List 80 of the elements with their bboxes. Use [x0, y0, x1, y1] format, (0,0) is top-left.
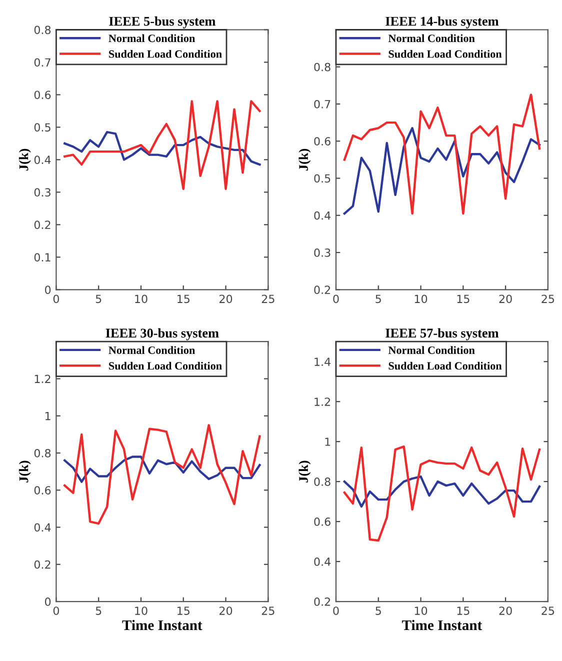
- chart-title: IEEE 14-bus system: [386, 16, 499, 28]
- y-tick-label: 0.3: [314, 248, 330, 257]
- legend-label: Sudden Load Condition: [109, 362, 222, 370]
- legend-label: Normal Condition: [388, 34, 475, 42]
- x-tick-label: 0: [53, 294, 59, 304]
- y-tick-label: 0.4: [314, 558, 331, 566]
- chart-title: IEEE 5-bus system: [109, 16, 216, 28]
- x-axis-title: Time Instant: [402, 620, 482, 630]
- legend-label: Sudden Load Condition: [109, 50, 222, 58]
- y-tick-label: 1.2: [34, 374, 50, 383]
- x-tick-label: 15: [457, 294, 470, 304]
- y-tick-label: 0.5: [34, 123, 50, 132]
- line-series: [343, 445, 541, 542]
- y-tick-label: 0.2: [314, 597, 330, 606]
- chart-title: IEEE 30-bus system: [106, 328, 219, 340]
- x-tick-label: 10: [135, 294, 148, 304]
- legend-label: Sudden Load Condition: [388, 50, 502, 58]
- y-tick-label: 1.4: [314, 358, 331, 366]
- legend-label: Normal Condition: [108, 34, 195, 42]
- x-tick-label: 25: [262, 294, 274, 304]
- x-tick-label: 5: [96, 294, 102, 304]
- line-series: [343, 94, 541, 215]
- line-series: [343, 127, 541, 215]
- x-tick-label: 5: [376, 606, 381, 615]
- y-axis-title: J(k): [18, 460, 31, 482]
- x-tick-label: 20: [499, 606, 512, 615]
- y-tick-label: 0.7: [34, 58, 50, 67]
- x-tick-label: 20: [220, 294, 232, 304]
- legend-label: Sudden Load Condition: [388, 362, 502, 370]
- y-tick-label: 0.8: [314, 62, 330, 72]
- x-tick-label: 5: [96, 606, 102, 615]
- x-tick-label: 15: [457, 606, 470, 615]
- x-tick-label: 25: [542, 294, 554, 304]
- y-tick-label: 0.6: [34, 90, 51, 100]
- y-tick-label: 0.3: [34, 188, 50, 197]
- y-axis-title: J(k): [298, 460, 311, 482]
- y-tick-label: 0.4: [314, 211, 331, 220]
- y-tick-label: 0.4: [34, 523, 51, 532]
- line-series: [64, 100, 261, 190]
- y-tick-label: 0.2: [34, 560, 50, 569]
- y-tick-label: 0.8: [34, 26, 51, 34]
- x-tick-label: 10: [135, 606, 148, 615]
- line-series: [64, 424, 261, 525]
- legend-label: Normal Condition: [388, 346, 475, 354]
- chart-title: IEEE 57-bus system: [386, 328, 499, 340]
- line-series: [64, 130, 261, 166]
- y-tick-label: 0.8: [314, 478, 330, 486]
- x-tick-label: 20: [220, 606, 232, 615]
- y-tick-label: 0.6: [314, 137, 330, 146]
- y-tick-label: 0.4: [34, 156, 51, 164]
- y-tick-label: 1: [45, 412, 50, 420]
- x-tick-label: 10: [414, 606, 428, 615]
- y-tick-label: 0: [45, 597, 51, 606]
- x-tick-label: 5: [376, 294, 381, 304]
- legend-label: Normal Condition: [108, 346, 195, 354]
- y-tick-label: 1.2: [314, 398, 330, 406]
- x-tick-label: 15: [178, 294, 190, 304]
- y-axis-title: J(k): [298, 148, 311, 170]
- y-tick-label: 0.8: [34, 448, 51, 458]
- x-tick-label: 15: [178, 606, 190, 615]
- x-tick-label: 0: [53, 606, 59, 615]
- x-tick-label: 10: [414, 294, 428, 304]
- line-series: [64, 456, 261, 483]
- y-axis-title: J(k): [18, 148, 31, 170]
- line-series: [343, 475, 541, 508]
- y-tick-label: 0.7: [314, 100, 330, 108]
- x-tick-label: 20: [499, 294, 512, 304]
- y-tick-label: 0.2: [314, 286, 330, 294]
- y-tick-label: 0.6: [314, 518, 330, 526]
- y-tick-label: 0.5: [314, 174, 330, 183]
- y-tick-label: 1: [325, 438, 330, 446]
- x-tick-label: 25: [262, 606, 274, 615]
- x-tick-label: 0: [333, 606, 339, 615]
- x-tick-label: 25: [542, 606, 554, 615]
- y-tick-label: 0: [45, 286, 51, 294]
- y-tick-label: 0.1: [34, 253, 50, 262]
- x-tick-label: 0: [333, 294, 339, 304]
- y-tick-label: 0.6: [34, 486, 51, 495]
- x-axis-title: Time Instant: [122, 620, 202, 630]
- y-tick-label: 0.2: [34, 220, 50, 230]
